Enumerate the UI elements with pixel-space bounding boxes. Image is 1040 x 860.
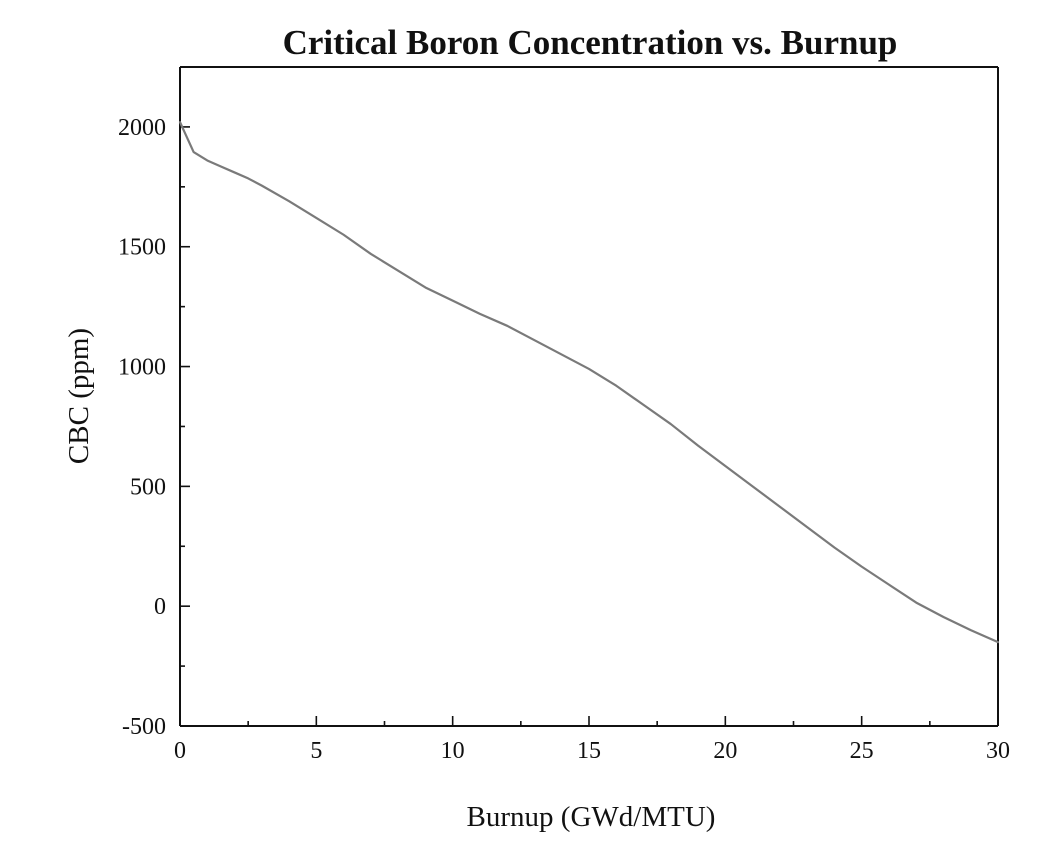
y-axis-label: CBC (ppm): [63, 328, 95, 464]
y-tick-label: 2000: [118, 115, 166, 141]
chart-title: Critical Boron Concentration vs. Burnup: [283, 23, 898, 62]
x-axis-label: Burnup (GWd/MTU): [467, 801, 716, 833]
x-tick-label: 25: [850, 738, 874, 764]
plot-frame: [179, 66, 999, 727]
x-tick-label: 15: [577, 738, 601, 764]
y-tick-label: 0: [154, 594, 166, 620]
x-tick-label: 30: [986, 738, 1010, 764]
x-tick-label: 10: [441, 738, 465, 764]
y-axis-tick-labels: -500 0 500 1000 1500 2000: [118, 115, 166, 740]
x-tick-label: 20: [713, 738, 737, 764]
x-tick-label: 5: [310, 738, 322, 764]
x-axis-tick-labels: 0 5 10 15 20 25 30: [174, 738, 1010, 764]
x-tick-label: 0: [174, 738, 186, 764]
x-axis-ticks: [179, 716, 999, 726]
y-tick-label: 500: [130, 474, 166, 500]
y-tick-label: 1500: [118, 235, 166, 261]
cbc-series-line: [178, 121, 1000, 644]
y-tick-label: 1000: [118, 355, 166, 381]
y-tick-label: -500: [122, 714, 166, 740]
y-axis-ticks: [180, 66, 190, 727]
